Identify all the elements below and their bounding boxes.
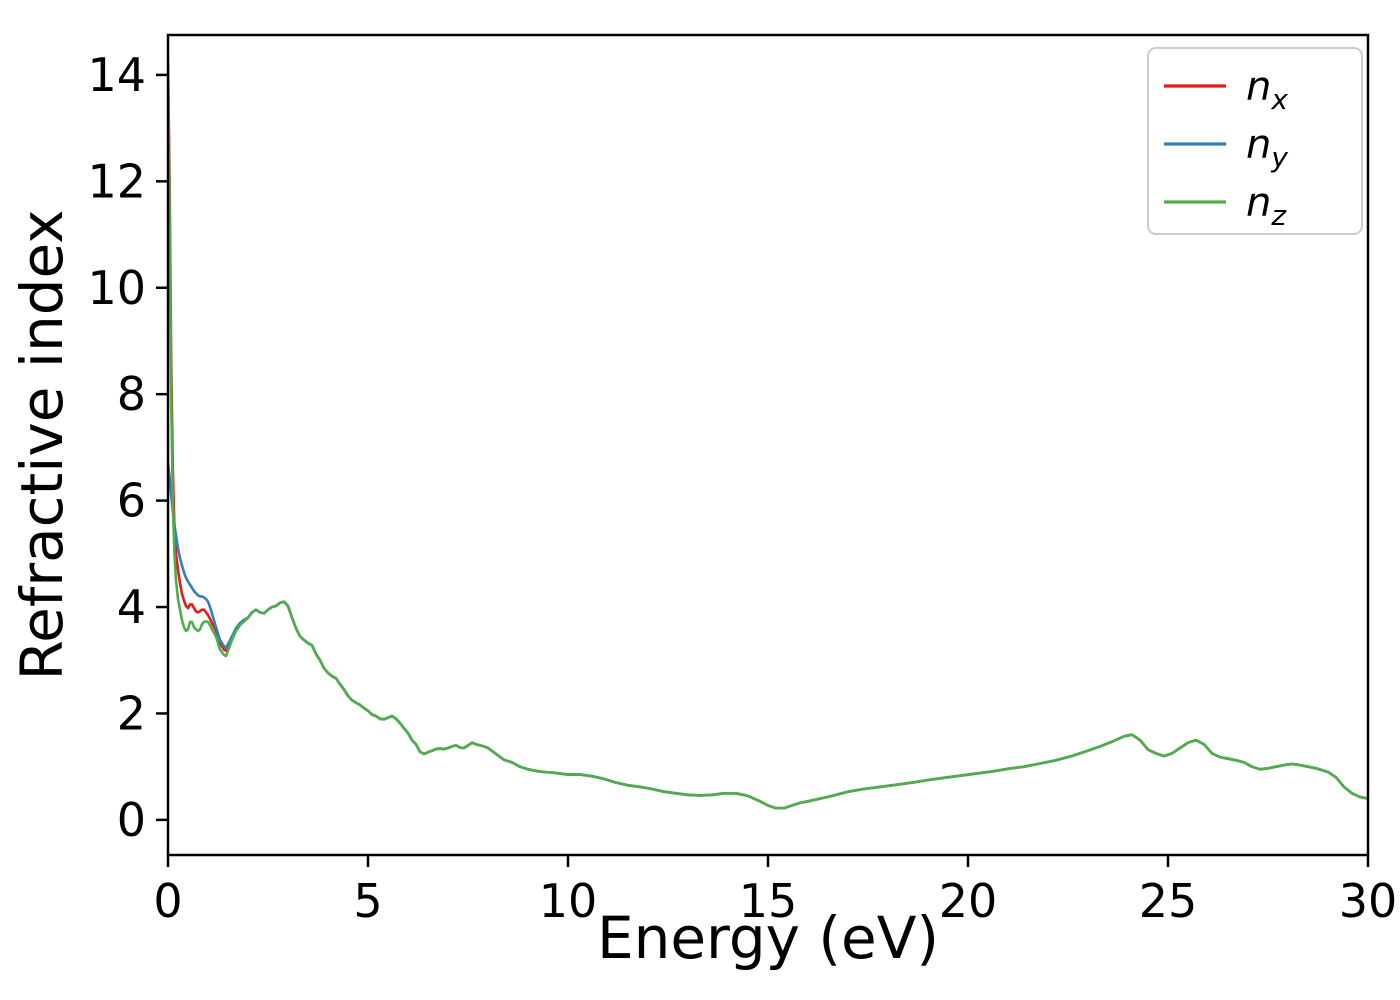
x-tick-label-25: 25 (1139, 874, 1198, 928)
x-tick-label-0: 0 (153, 874, 182, 928)
legend-label-n_z: nz (1246, 180, 1287, 232)
series-layer (168, 63, 1368, 810)
y-tick-label-8: 8 (117, 367, 146, 421)
y-tick-label-6: 6 (117, 474, 146, 528)
x-axis-label: Energy (eV) (597, 904, 939, 972)
y-axis-label: Refractive index (8, 209, 76, 680)
legend-box (1147, 47, 1363, 235)
series-n_z (168, 63, 1368, 810)
y-tick-label-4: 4 (117, 580, 146, 634)
legend: nx ny nz (1147, 47, 1363, 235)
x-tick-label-5: 5 (353, 874, 382, 928)
y-tick-label-10: 10 (87, 261, 146, 315)
ticks-layer: 0 5 10 15 20 25 30 0 2 4 6 8 10 12 14 (87, 48, 1397, 928)
y-tick-label-0: 0 (117, 793, 146, 847)
x-tick-label-15: 15 (739, 874, 798, 928)
x-tick-label-20: 20 (939, 874, 998, 928)
x-tick-label-30: 30 (1339, 874, 1398, 928)
legend-label-n_x: nx (1246, 64, 1288, 116)
x-tick-label-10: 10 (539, 874, 598, 928)
legend-label-n_y: ny (1246, 122, 1288, 174)
y-tick-label-14: 14 (87, 48, 146, 102)
y-tick-label-2: 2 (117, 686, 146, 740)
y-tick-label-12: 12 (87, 154, 146, 208)
